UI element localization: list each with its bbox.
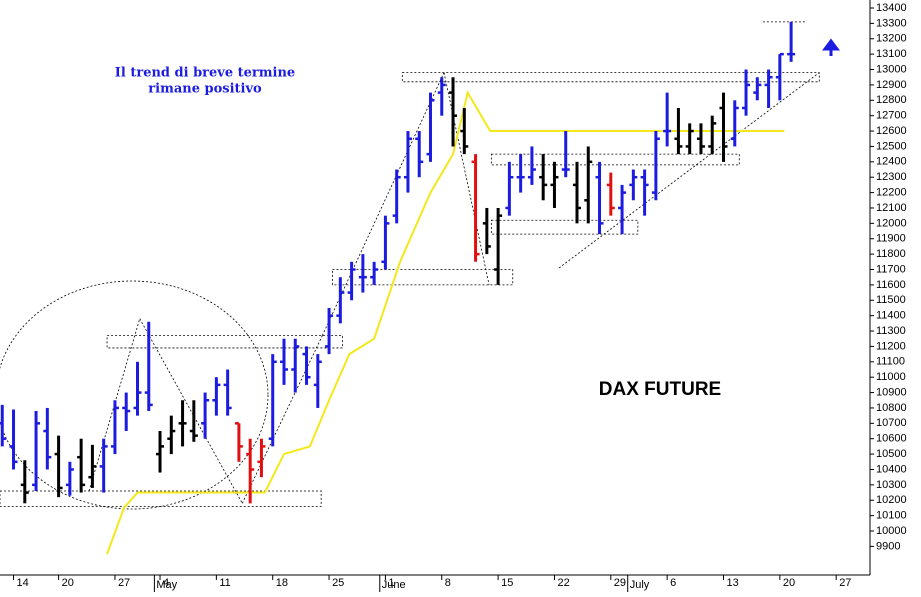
- y-tick-label: 10800: [876, 402, 907, 414]
- indicator-line: [106, 89, 785, 555]
- y-tick-label: 11500: [876, 294, 906, 306]
- y-tick-label: 12600: [876, 125, 907, 137]
- y-tick-label: 11800: [876, 248, 906, 260]
- x-tick-label: 13: [726, 577, 738, 589]
- y-tick-label: 11000: [876, 371, 906, 383]
- y-tick-label: 12100: [876, 202, 907, 214]
- y-tick-label: 10600: [876, 433, 907, 445]
- y-tick-label: 12000: [876, 217, 907, 229]
- chart-title: DAX FUTURE: [599, 379, 721, 400]
- y-tick-label: 10700: [876, 417, 907, 429]
- price-zone: [332, 269, 514, 286]
- y-tick-label: 10300: [876, 479, 907, 491]
- price-zone: [106, 335, 343, 349]
- y-tick-label: 12700: [876, 110, 907, 122]
- y-tick-label: 11900: [876, 233, 906, 245]
- x-tick-label: 6: [670, 577, 676, 589]
- x-tick-label: 20: [783, 577, 795, 589]
- up-arrow: [822, 38, 840, 56]
- x-tick-label: 15: [501, 577, 513, 589]
- x-tick-label: 20: [62, 577, 74, 589]
- x-tick-label: 14: [17, 577, 29, 589]
- y-tick-label: 11100: [876, 356, 905, 368]
- y-tick-label: 12400: [876, 156, 907, 168]
- y-tick-label: 10000: [876, 525, 907, 537]
- y-tick-label: 13100: [876, 48, 907, 60]
- y-tick-label: 11600: [876, 279, 906, 291]
- y-tick-label: 10200: [876, 494, 907, 506]
- x-tick-label: 25: [332, 577, 344, 589]
- y-tick-label: 13000: [876, 63, 907, 75]
- trendline: [139, 318, 243, 504]
- y-tick-label: 13300: [876, 17, 907, 29]
- x-tick-label: 1: [388, 577, 394, 589]
- y-tick-label: 9900: [876, 540, 900, 552]
- x-tick-label: 27: [839, 577, 851, 589]
- y-tick-label: 10100: [876, 510, 907, 522]
- y-tick-label: 12800: [876, 94, 907, 106]
- pattern-ellipse: [0, 280, 269, 510]
- trendline: [443, 72, 490, 285]
- y-tick-label: 11300: [876, 325, 906, 337]
- x-tick-label: 29: [614, 577, 626, 589]
- x-tick-label: 11: [219, 577, 230, 589]
- y-tick-label: 10500: [876, 448, 907, 460]
- x-tick-label: 8: [445, 577, 451, 589]
- price-zone: [490, 153, 740, 166]
- x-tick-label: 22: [557, 577, 569, 589]
- y-tick-label: 12200: [876, 186, 907, 198]
- trendline: [241, 335, 323, 504]
- y-tick-label: 12300: [876, 171, 907, 183]
- month-label: July: [630, 579, 650, 591]
- month-label: June: [382, 579, 406, 591]
- annotation: Il trend di breve termine: [115, 66, 295, 81]
- y-tick-label: 12500: [876, 140, 907, 152]
- y-tick-label: 11700: [876, 263, 906, 275]
- x-tick-label: 18: [276, 577, 288, 589]
- y-tick-label: 10400: [876, 463, 907, 475]
- annotation: rimane positivo: [148, 82, 262, 97]
- price-zone: [401, 72, 820, 83]
- price-zone: [490, 219, 639, 235]
- x-tick-label: 27: [118, 577, 130, 589]
- x-tick-label: 4: [163, 577, 169, 589]
- y-tick-label: 11400: [876, 310, 906, 322]
- month-label: May: [156, 579, 177, 591]
- y-tick-label: 13400: [876, 2, 907, 14]
- y-tick-label: 10900: [876, 386, 907, 398]
- y-tick-label: 13200: [876, 33, 907, 45]
- y-tick-label: 12900: [876, 79, 907, 91]
- price-zone: [0, 490, 322, 507]
- y-tick-label: 11200: [876, 340, 906, 352]
